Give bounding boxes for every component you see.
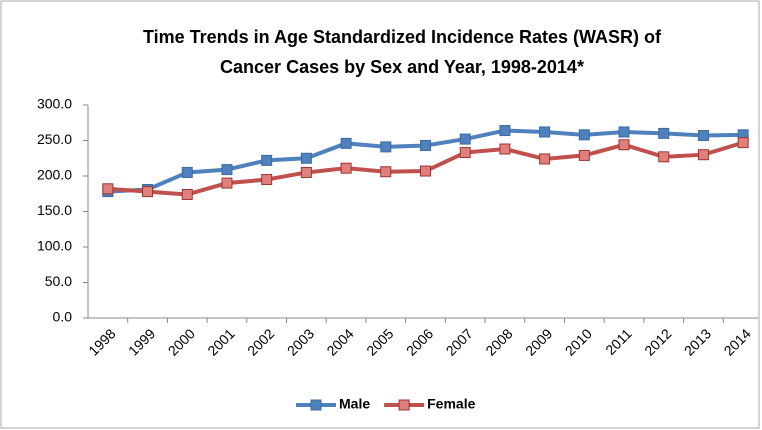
point-marker [300,152,312,164]
legend-label: Female [427,396,475,412]
y-tick-label: 250.0 [37,131,72,147]
y-tick-label: 200.0 [37,167,72,183]
legend-label: Male [339,396,370,412]
point-marker [539,126,551,138]
point-marker [697,149,709,161]
point-marker [261,154,273,166]
point-marker [380,141,392,153]
point-marker [658,127,670,139]
point-marker [420,165,431,177]
point-marker [221,177,233,189]
point-marker [737,137,749,149]
y-tick-label: 100.0 [37,238,72,254]
point-marker [697,130,709,142]
legend-marker [310,399,322,411]
point-marker [539,153,551,165]
point-marker [340,162,352,174]
point-marker [578,129,590,141]
point-marker [261,174,273,186]
chart-title: Time Trends in Age Standardized Incidenc… [143,27,662,47]
point-marker [618,139,630,151]
point-marker [142,186,154,198]
point-marker [300,166,312,178]
point-marker [499,125,511,137]
point-marker [459,147,471,159]
y-tick-label: 150.0 [37,202,72,218]
point-marker [658,151,670,163]
point-marker [380,166,392,178]
point-marker [459,133,471,145]
point-marker [181,188,193,200]
y-tick-label: 50.0 [45,273,72,289]
point-marker [618,126,630,138]
point-marker [499,143,511,155]
chart-title: Cancer Cases by Sex and Year, 1998-2014* [220,57,584,77]
point-marker [578,149,590,161]
point-marker [221,164,233,176]
point-marker [181,166,193,178]
y-tick-label: 0.0 [53,309,73,325]
legend-marker [398,399,410,411]
point-marker [420,139,431,151]
y-tick-label: 300.0 [37,96,72,112]
point-marker [102,183,114,195]
point-marker [340,137,352,149]
